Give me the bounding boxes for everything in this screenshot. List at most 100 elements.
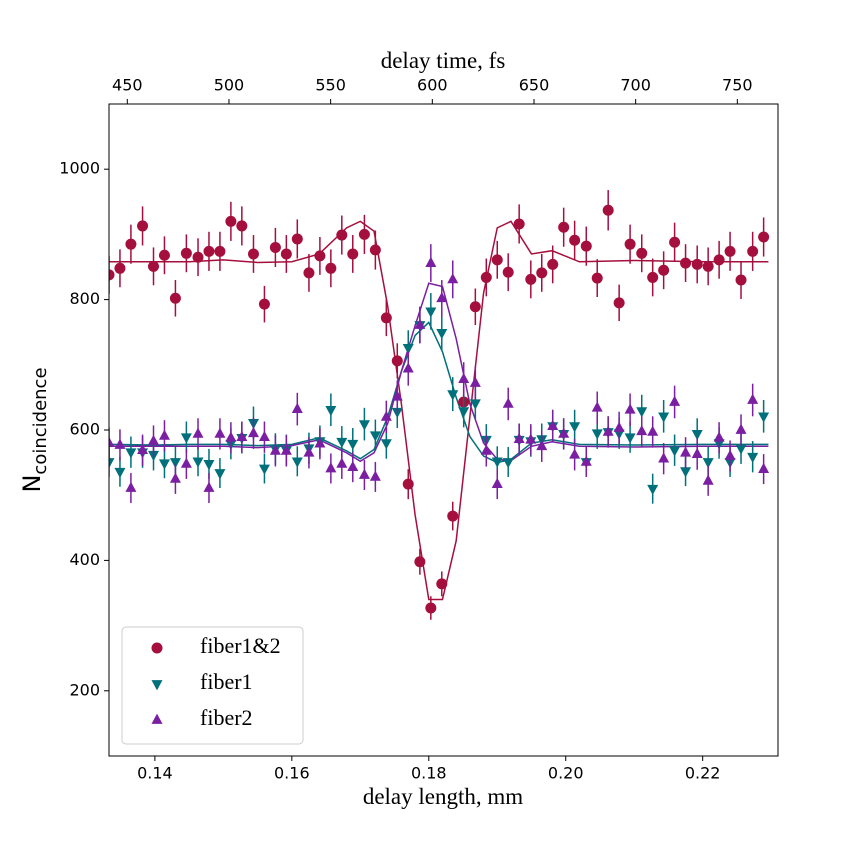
data-point [447, 273, 459, 284]
data-point [425, 602, 437, 614]
data-point [109, 458, 115, 469]
data-point [269, 241, 281, 253]
data-point [480, 271, 492, 283]
data-point [636, 407, 648, 418]
legend-box [121, 626, 304, 745]
y-tick-label: 200 [69, 680, 100, 699]
data-point [713, 431, 725, 442]
x2-tick-label: 600 [417, 76, 448, 95]
legend-marker [151, 642, 163, 654]
data-point [636, 247, 648, 259]
data-point [203, 245, 215, 257]
data-point [336, 437, 348, 449]
data-point [258, 464, 270, 475]
x2-tick-label: 450 [112, 76, 143, 95]
data-point [347, 460, 359, 472]
data-point [580, 240, 592, 252]
data-point [225, 215, 237, 227]
x2-axis-label: delay time, fs [381, 48, 506, 73]
y-axis-label: Ncoincidence [18, 367, 51, 492]
data-point [203, 481, 215, 492]
legend-marker [151, 713, 163, 724]
data-point [669, 446, 681, 457]
data-point [658, 452, 670, 463]
data-point [724, 449, 736, 460]
data-point [491, 477, 503, 488]
x-axis-label: delay length, mm [363, 784, 523, 809]
data-point [247, 248, 259, 260]
data-point [325, 262, 337, 274]
y-tick-label: 600 [69, 420, 100, 439]
data-point [647, 271, 659, 283]
x-tick-label: 0.14 [137, 764, 173, 783]
data-point [114, 467, 126, 479]
data-point [758, 462, 770, 473]
data-point [747, 452, 759, 464]
y-tick-label: 1000 [59, 159, 100, 178]
data-point [547, 419, 559, 430]
data-point [258, 298, 270, 310]
data-point [203, 460, 215, 471]
data-point [169, 458, 181, 469]
data-point [569, 234, 581, 246]
data-point [402, 362, 414, 373]
x-tick-label: 0.22 [685, 764, 721, 783]
data-point [436, 329, 448, 340]
data-point [491, 254, 503, 266]
data-point [480, 444, 492, 455]
x2-tick-label: 500 [214, 76, 245, 95]
data-point [380, 312, 392, 324]
data-point [735, 444, 747, 455]
data-point [358, 468, 370, 479]
data-point [758, 412, 770, 423]
data-point [469, 376, 481, 387]
y-tick-label: 800 [69, 289, 100, 308]
data-point [169, 472, 181, 483]
data-point [347, 248, 359, 260]
data-point [536, 439, 548, 451]
data-point [369, 470, 381, 481]
data-point [425, 307, 437, 318]
data-point [303, 446, 315, 457]
data-point [558, 221, 570, 233]
data-point [458, 407, 470, 418]
data-point [747, 245, 759, 257]
x2-tick-label: 700 [620, 76, 651, 95]
data-point [192, 251, 204, 263]
data-point [469, 301, 481, 313]
data-point [269, 444, 281, 455]
data-point [236, 220, 248, 232]
data-point [447, 510, 459, 522]
data-point [591, 401, 603, 412]
data-point [458, 372, 470, 383]
data-point [291, 233, 303, 245]
data-point [469, 399, 481, 410]
x-tick-label: 0.20 [548, 764, 584, 783]
data-point [336, 229, 348, 241]
x2-tick-label: 550 [315, 76, 346, 95]
y-tick-label: 400 [69, 550, 100, 569]
data-point [747, 393, 759, 404]
data-point [125, 481, 137, 492]
data-point [358, 228, 370, 240]
data-point [402, 478, 414, 490]
data-point [347, 439, 359, 451]
data-point [137, 443, 149, 455]
data-point [109, 269, 115, 281]
fit-line [109, 220, 769, 601]
data-point [513, 432, 525, 443]
data-point [258, 430, 270, 442]
data-point [148, 434, 160, 445]
data-point [280, 444, 292, 455]
data-point [525, 273, 537, 285]
legend: fiber1&2 fiber1 fiber2 [121, 626, 304, 745]
data-point [192, 427, 204, 438]
data-point [680, 257, 692, 269]
data-point [236, 430, 248, 442]
legend-label: fiber2 [200, 705, 253, 730]
data-point [702, 260, 714, 272]
data-point [125, 448, 137, 459]
data-point [624, 403, 636, 414]
data-point [169, 292, 181, 304]
